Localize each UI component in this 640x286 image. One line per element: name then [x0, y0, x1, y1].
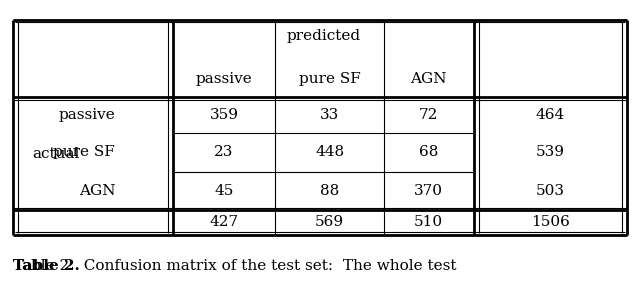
Text: 88: 88 — [320, 184, 339, 198]
Text: Table 2.  Confusion matrix of the test set:  The whole test: Table 2. Confusion matrix of the test se… — [13, 259, 456, 273]
Text: 539: 539 — [536, 145, 565, 159]
Text: 33: 33 — [320, 108, 339, 122]
Text: 464: 464 — [536, 108, 565, 122]
Text: 569: 569 — [315, 215, 344, 229]
Text: 370: 370 — [414, 184, 444, 198]
Text: 448: 448 — [315, 145, 344, 159]
Text: pure SF: pure SF — [54, 145, 115, 159]
Text: passive: passive — [196, 72, 252, 86]
Text: passive: passive — [58, 108, 115, 122]
Text: 68: 68 — [419, 145, 438, 159]
Text: AGN: AGN — [410, 72, 447, 86]
Text: 45: 45 — [214, 184, 234, 198]
Text: predicted: predicted — [286, 29, 360, 43]
Text: 503: 503 — [536, 184, 565, 198]
Text: 23: 23 — [214, 145, 234, 159]
Text: AGN: AGN — [79, 184, 115, 198]
Text: 1506: 1506 — [531, 215, 570, 229]
Text: actual: actual — [32, 147, 80, 161]
Text: 359: 359 — [209, 108, 239, 122]
Text: pure SF: pure SF — [299, 72, 360, 86]
Text: 510: 510 — [414, 215, 444, 229]
Text: 72: 72 — [419, 108, 438, 122]
Text: 427: 427 — [209, 215, 239, 229]
Text: Table 2.: Table 2. — [13, 259, 79, 273]
